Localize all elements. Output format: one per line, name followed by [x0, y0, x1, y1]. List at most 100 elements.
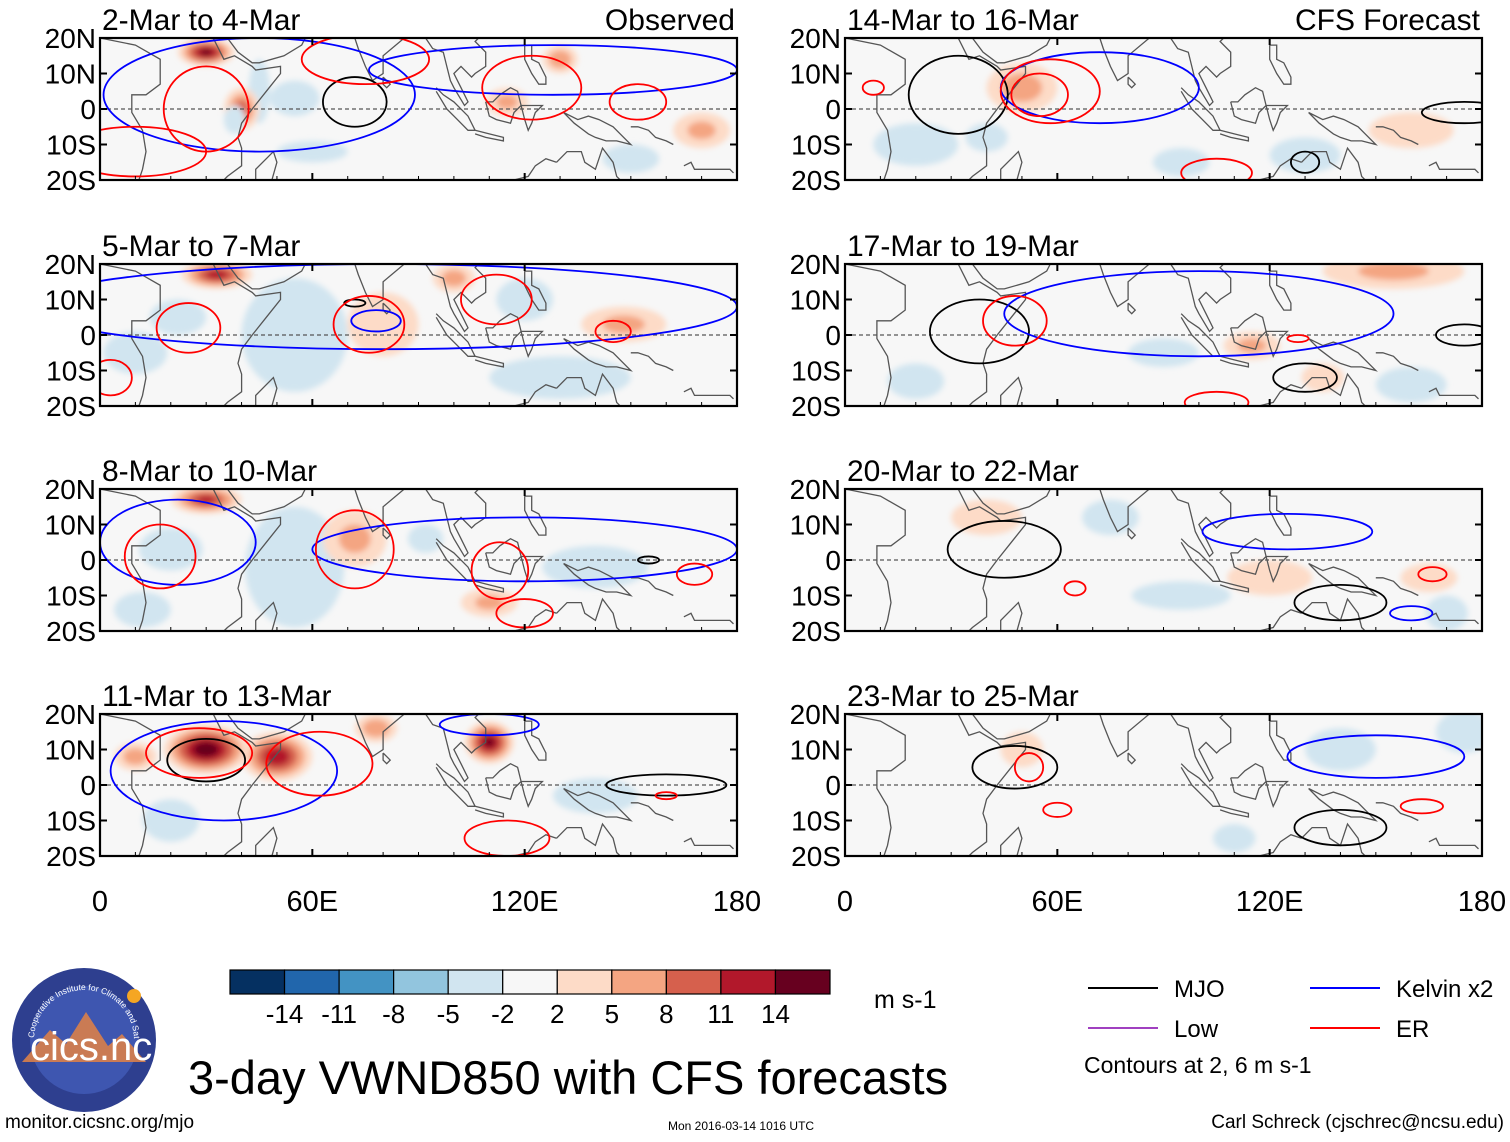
y-tick-label: 10S: [46, 356, 96, 387]
footer-author: Carl Schreck (cjschrec@ncsu.edu): [1211, 1112, 1504, 1133]
panel-period-label: 20-Mar to 22-Mar: [847, 455, 1079, 488]
legend-label: Low: [1174, 1016, 1219, 1043]
anomaly-blob: [269, 80, 320, 117]
coastline: [100, 264, 161, 406]
y-tick-label: 10N: [45, 510, 96, 541]
anomaly-blob: [149, 299, 207, 335]
coastline: [524, 44, 547, 85]
anomaly-blob: [552, 777, 638, 814]
colorbar-swatch: [338, 969, 395, 995]
er-contour: [1180, 157, 1253, 180]
panel-3: 20N 10N 0 10S 20S 8-Mar to 10-Mar: [45, 455, 739, 647]
y-tick-label: 10N: [45, 285, 96, 316]
colorbar-swatch: [665, 969, 722, 995]
wave-contours: [929, 270, 1482, 406]
coastline: [1000, 826, 1023, 856]
er-contour: [594, 319, 632, 344]
coastline: [1375, 577, 1419, 597]
coastline: [474, 580, 505, 593]
coastline: [683, 837, 734, 850]
legend-label: Kelvin x2: [1396, 976, 1493, 1003]
coastline: [226, 38, 306, 64]
y-tick-label: 20S: [46, 616, 96, 647]
coastline: [212, 489, 282, 631]
colorbar-tick-label: -11: [321, 999, 357, 1029]
coastline: [556, 597, 621, 631]
mjo-contour: [637, 555, 661, 565]
y-tick-label: 20N: [45, 699, 96, 730]
panel-period-label: 5-Mar to 7-Mar: [102, 230, 300, 263]
er-contour: [470, 541, 530, 600]
panel-column-label: CFS Forecast: [1295, 4, 1481, 37]
coastline: [1257, 608, 1302, 631]
coastline: [524, 270, 547, 311]
coastline: [971, 264, 1051, 290]
coastline: [683, 612, 734, 625]
y-tick-label: 20S: [791, 616, 841, 647]
anomaly-blob: [1436, 714, 1482, 754]
mjo-contour: [971, 745, 1059, 790]
colorbar-swatch: [720, 969, 777, 995]
anomaly-blob: [1237, 338, 1267, 353]
coastline: [520, 555, 544, 584]
coastline: [512, 383, 557, 406]
anomaly-blob: [138, 528, 203, 571]
coastline: [556, 822, 621, 856]
coastline: [1078, 714, 1152, 758]
coastline: [1265, 330, 1289, 359]
wave-contours: [861, 51, 1482, 180]
er-contour: [1286, 334, 1310, 343]
panel-period-label: 11-Mar to 13-Mar: [102, 680, 332, 713]
x-tick-label: 60E: [287, 886, 339, 918]
coastline: [100, 714, 161, 856]
colorbar-tick-label: 8: [659, 999, 673, 1029]
er-contour: [145, 727, 254, 779]
coastlines: [100, 714, 734, 856]
coastline: [971, 714, 1051, 740]
er-contour: [332, 295, 406, 354]
logo-mountains: [22, 1012, 146, 1062]
colorbar-swatch: [393, 969, 449, 995]
coastline: [1269, 720, 1292, 761]
y-tick-label: 20N: [790, 23, 841, 54]
x-tick-label: 60E: [1032, 886, 1084, 918]
coastline: [520, 330, 544, 359]
coastline: [630, 802, 674, 822]
coastline: [512, 608, 557, 631]
coastline: [474, 805, 505, 818]
colorbar-swatch: [229, 969, 286, 995]
anomaly-blob: [496, 94, 518, 109]
y-tick-label: 10S: [46, 130, 96, 161]
y-tick-label: 0: [80, 770, 96, 801]
y-tick-label: 0: [80, 320, 96, 351]
kelvin-contour: [1201, 512, 1374, 551]
coastline: [255, 826, 278, 856]
coastline: [1078, 489, 1152, 533]
coastlines: [845, 489, 1479, 631]
coastline: [255, 601, 278, 631]
kelvin-contour: [311, 516, 737, 583]
y-tick-label: 20N: [45, 474, 96, 505]
anomaly-blob: [542, 545, 649, 589]
y-tick-label: 10S: [46, 581, 96, 612]
x-tick-label: 120E: [1236, 886, 1304, 918]
er-contour: [100, 358, 133, 397]
coastline: [1428, 161, 1479, 174]
er-contour: [1183, 390, 1250, 406]
anomaly-blob: [873, 123, 959, 166]
er-contour: [460, 273, 533, 326]
colorbar-tick-label: -5: [437, 999, 460, 1029]
figure-title: 3-day VWND850 with CFS forecasts: [188, 1051, 949, 1104]
anomaly-blob: [142, 799, 200, 842]
y-tick-label: 10N: [790, 59, 841, 90]
coastline: [683, 387, 734, 400]
y-tick-label: 20S: [791, 841, 841, 872]
coastline: [1219, 580, 1250, 593]
coastline: [333, 714, 407, 758]
logo-wordmark: cics.nc: [30, 1025, 153, 1069]
colorbar-tick-label: 14: [761, 999, 790, 1029]
coastline: [1375, 352, 1419, 372]
kelvin-contour: [368, 44, 737, 96]
coastline: [1219, 805, 1250, 818]
coastline: [1308, 111, 1378, 146]
